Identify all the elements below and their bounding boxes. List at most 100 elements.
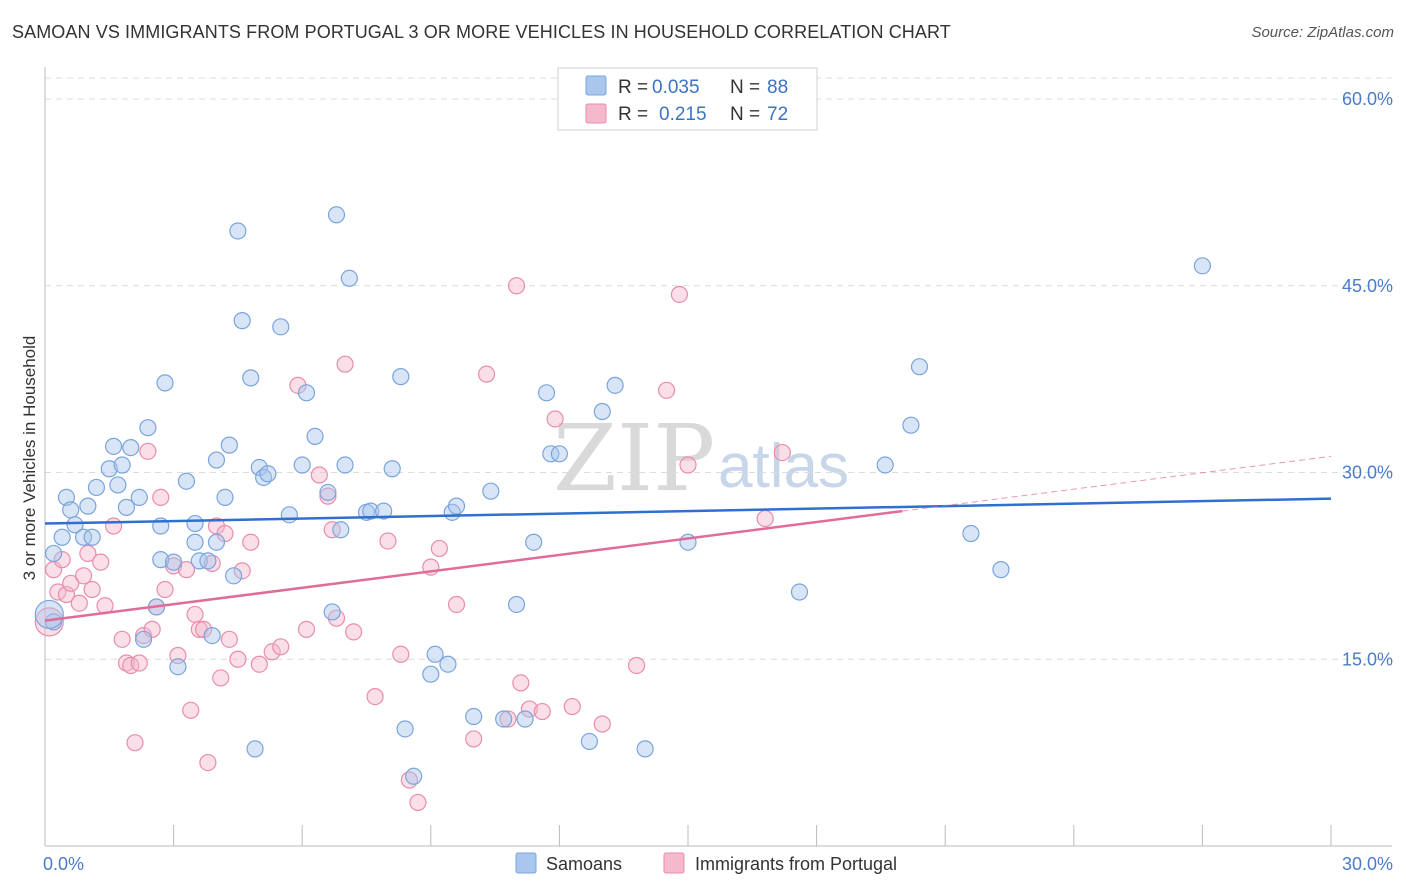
samoans-point (220, 436, 238, 454)
bottom-legend-swatch-portugal (663, 852, 685, 874)
samoans-point (319, 483, 337, 502)
legend-r-value-2: 0.215 (659, 104, 707, 125)
samoans-point (340, 269, 358, 287)
portugal-point (152, 488, 170, 506)
samoans-point (606, 376, 624, 394)
samoans-point (207, 533, 226, 551)
portugal-point (220, 630, 238, 648)
portugal-point (177, 561, 196, 579)
samoans-point (375, 502, 393, 520)
samoans-point (62, 501, 80, 519)
samoans-point (139, 419, 157, 437)
samoans-point (186, 533, 204, 551)
legend-n-label-1: N = (730, 77, 760, 98)
samoans-point (130, 488, 148, 506)
portugal-point (336, 355, 354, 373)
portugal-point (182, 701, 200, 719)
samoans-point (447, 497, 466, 515)
samoans-point (207, 451, 226, 469)
samoans-point (34, 599, 64, 630)
portugal-point (139, 442, 157, 460)
samoans-point (516, 710, 534, 728)
x-tick-labels: 0.0% 30.0% (43, 854, 1393, 874)
bottom-legend-swatch-samoans (515, 852, 537, 874)
portugal-point (409, 793, 427, 812)
portugal-point (297, 620, 316, 638)
samoans-point (117, 498, 136, 516)
samoans-point (242, 369, 260, 387)
samoans-point (593, 402, 611, 421)
samoans-point (362, 502, 380, 520)
portugal-point (430, 539, 448, 558)
samoans-point (186, 514, 204, 533)
portugal-point (546, 410, 564, 428)
samoans-point (100, 460, 118, 478)
samoans-point (83, 528, 101, 546)
portugal-point (70, 594, 88, 612)
samoans-point (790, 583, 809, 601)
legend-r-value-1: 0.035 (652, 77, 700, 98)
portugal-point (199, 753, 217, 772)
samoans-point (992, 561, 1010, 579)
samoans-point (482, 482, 500, 500)
portugal-point (242, 533, 260, 551)
portugal-point (533, 702, 551, 721)
samoans-point (169, 658, 187, 676)
portugal-point (92, 553, 110, 571)
portugal-point (310, 466, 328, 484)
portugal-trend-line (44, 509, 903, 622)
samoans-point (203, 626, 221, 645)
portugal-point (499, 710, 517, 728)
series-samoans (34, 206, 1212, 785)
samoans-point (876, 456, 894, 474)
chart-title: SAMOAN VS IMMIGRANTS FROM PORTUGAL 3 OR … (12, 22, 951, 42)
legend-r-label-1: R = (618, 77, 648, 98)
samoans-point (44, 544, 63, 563)
legend-n-value-1: 88 (767, 77, 788, 98)
samoans-point (422, 665, 440, 683)
samoans-point (465, 707, 483, 726)
samoans-point (507, 595, 526, 614)
samoans-point (177, 472, 196, 490)
samoans-point (332, 521, 350, 539)
samoans-point (152, 551, 170, 569)
portugal-trend-extension (902, 455, 1332, 512)
samoans-point (233, 312, 251, 330)
samoans-point (199, 552, 217, 570)
portugal-point (756, 509, 774, 528)
portugal-point (263, 643, 281, 661)
series-legend: Samoans Immigrants from Portugal (515, 852, 897, 874)
y-tick-label-3: 60.0% (1342, 89, 1393, 109)
samoans-trend-line (44, 497, 1332, 525)
samoans-point (53, 528, 71, 546)
watermark-zip: ZIP (553, 405, 715, 512)
portugal-point (477, 365, 496, 383)
samoans-point (134, 630, 153, 648)
legend-swatch-samoans (585, 75, 607, 96)
portugal-point (130, 654, 148, 672)
portugal-point (447, 595, 466, 614)
portugal-point (186, 605, 204, 624)
portugal-point (83, 580, 101, 599)
portugal-point (74, 567, 93, 585)
portugal-point (379, 532, 397, 550)
samoans-point (323, 603, 341, 621)
portugal-point (679, 456, 697, 474)
samoans-point (1193, 257, 1212, 275)
portugal-point (366, 687, 384, 706)
samoans-point (910, 358, 929, 376)
legend-n-label-2: N = (730, 104, 760, 125)
portugal-point (657, 381, 676, 399)
samoans-point (259, 465, 277, 483)
legend-swatch-portugal (585, 103, 607, 124)
x-tick-label-0: 0.0% (43, 854, 84, 874)
portugal-point (563, 697, 581, 716)
y-tick-label-1: 30.0% (1342, 463, 1393, 483)
bottom-legend-label-samoans: Samoans (546, 854, 622, 874)
samoans-point (962, 524, 980, 543)
samoans-point (165, 553, 183, 571)
portugal-point (79, 544, 97, 563)
x-tick-label-1: 30.0% (1342, 854, 1393, 874)
samoans-point (336, 456, 354, 474)
